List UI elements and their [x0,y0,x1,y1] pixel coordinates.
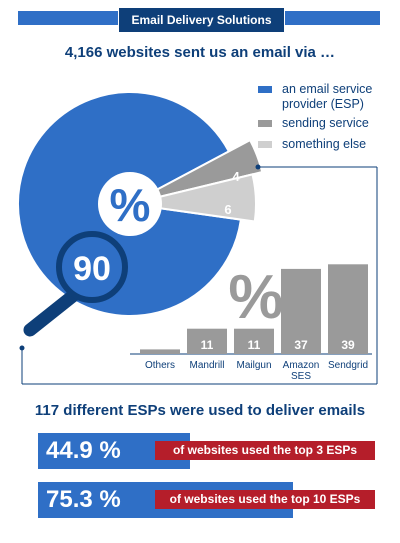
legend-swatch-sending-service [258,120,272,127]
legend-item-something-else: something else [258,137,392,152]
stat-value-top3: 44.9 % [46,437,121,464]
bar-value-label: 11 [248,338,261,352]
subtitle: 4,166 websites sent us an email via … [64,44,336,61]
bar-mailgun [234,328,274,354]
esp-panel-title: 117 different ESPs were used to deliver … [34,402,366,419]
bar-category-label: Mailgun [236,360,271,371]
bar-value-label: 11 [201,338,214,352]
bar-value-label: 39 [341,338,355,352]
bar-category-label: Sendgrid [328,360,368,371]
connector-dot-top [255,164,261,170]
bar-chart-percent-symbol: % [228,263,283,332]
legend-item-esp: an email service provider (ESP) [258,82,392,112]
bar-amazon-ses [281,268,321,354]
legend-swatch-esp [258,86,272,93]
pie-label-something-else: 6 [224,202,231,217]
stat-label-top3: of websites used the top 3 ESPs [155,441,375,460]
header-title: Email Delivery Solutions [118,7,285,33]
connector-dot-left [19,345,25,351]
bar-category-label: SES [291,371,311,382]
pie-center-percent-symbol: % [110,179,151,231]
legend-label-esp: an email service provider (ESP) [282,82,373,111]
legend-label-something-else: something else [282,137,367,151]
pie-label-sending-service: 4 [232,169,240,184]
magnifier-glass [56,231,128,303]
legend-item-sending-service: sending service [258,116,392,131]
pie-slice-sending-service [129,138,264,205]
bar-mandrill [187,328,227,354]
chart-canvas: % 4 6 90 % Others 11 Mandrill 11 Mailgun 37 Am… [17,91,378,385]
bar-category-label: Mandrill [189,360,224,371]
bar-category-label: Others [145,360,175,371]
pie-center-circle [98,172,162,236]
bar-value-label: 37 [294,338,308,352]
pie-slice-something-else [129,173,257,223]
bar-others [140,349,180,354]
legend-label-sending-service: sending service [282,116,369,130]
stat-value-top10: 75.3 % [46,486,121,513]
magnifier-value: 90 [73,250,111,288]
legend-swatch-something-else [258,141,272,148]
bar-category-label: Amazon [283,360,320,371]
bar-sendgrid [328,264,368,354]
magnifier-handle [23,288,81,337]
stat-label-top10: of websites used the top 10 ESPs [155,490,375,509]
